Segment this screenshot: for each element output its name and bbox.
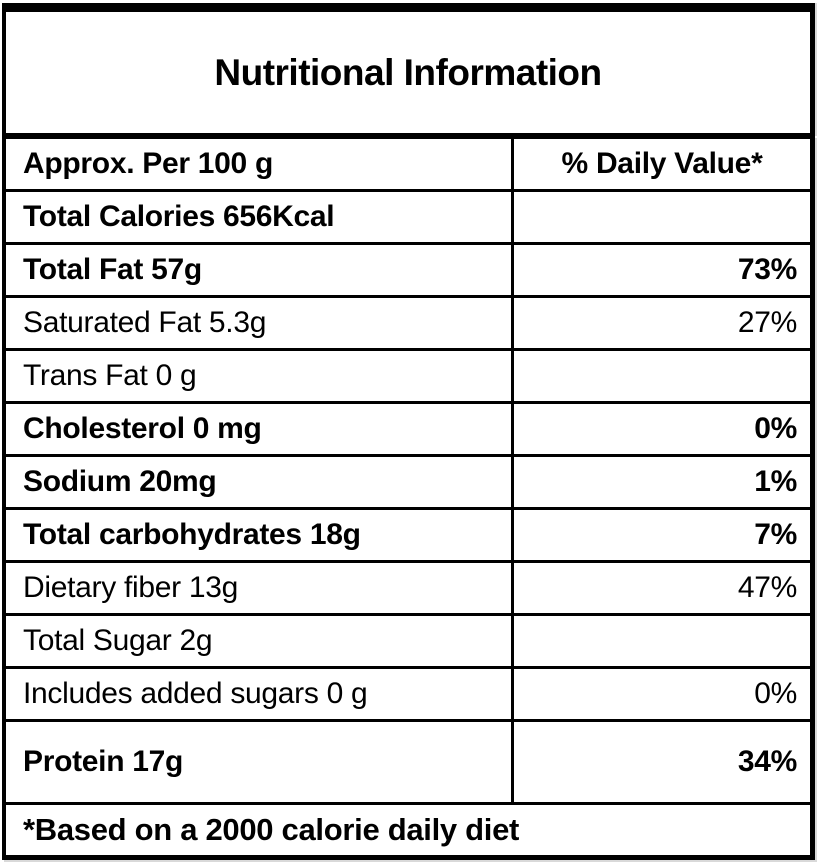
nutrient-label: Total Fat 57g bbox=[6, 245, 514, 295]
daily-value bbox=[514, 351, 810, 401]
row-total-sugar: Total Sugar 2g bbox=[6, 616, 810, 669]
row-total-calories: Total Calories 656Kcal bbox=[6, 192, 810, 245]
nutrient-label: Dietary fiber 13g bbox=[6, 563, 514, 613]
daily-value: 27% bbox=[737, 306, 797, 339]
daily-value: 1% bbox=[754, 465, 797, 498]
nutrient-label: Cholesterol 0 mg bbox=[6, 404, 514, 454]
table-header-row: Approx. Per 100 g % Daily Value* bbox=[6, 139, 810, 192]
row-protein: Protein 17g 34% bbox=[6, 722, 810, 805]
row-dietary-fiber: Dietary fiber 13g 47% bbox=[6, 563, 810, 616]
footnote-text: *Based on a 2000 calorie daily diet bbox=[23, 812, 520, 847]
daily-value bbox=[514, 616, 810, 666]
row-saturated-fat: Saturated Fat 5.3g 27% bbox=[6, 298, 810, 351]
header-serving-size: Approx. Per 100 g bbox=[6, 139, 514, 189]
nutrient-label: Trans Fat 0 g bbox=[6, 351, 514, 401]
row-added-sugars: Includes added sugars 0 g 0% bbox=[6, 669, 810, 722]
nutrient-label: Total Sugar 2g bbox=[6, 616, 514, 666]
row-sodium: Sodium 20mg 1% bbox=[6, 457, 810, 510]
daily-value: 47% bbox=[737, 571, 797, 604]
nutrition-table: Approx. Per 100 g % Daily Value* Total C… bbox=[2, 136, 815, 860]
page-title: Nutritional Information bbox=[214, 51, 602, 93]
footnote-row: *Based on a 2000 calorie daily diet bbox=[6, 805, 810, 855]
nutrient-label: Includes added sugars 0 g bbox=[6, 669, 514, 719]
daily-value: 0% bbox=[754, 412, 797, 445]
nutrient-label: Saturated Fat 5.3g bbox=[6, 298, 514, 348]
nutrient-label: Total Calories 656Kcal bbox=[6, 192, 514, 242]
nutrient-label: Sodium 20mg bbox=[6, 457, 514, 507]
nutrient-label: Protein 17g bbox=[6, 722, 514, 802]
nutrient-label: Total carbohydrates 18g bbox=[6, 510, 514, 560]
row-trans-fat: Trans Fat 0 g bbox=[6, 351, 810, 404]
daily-value bbox=[514, 192, 810, 242]
daily-value: 0% bbox=[754, 677, 797, 710]
row-total-fat: Total Fat 57g 73% bbox=[6, 245, 810, 298]
title-box: Nutritional Information bbox=[2, 3, 815, 136]
row-cholesterol: Cholesterol 0 mg 0% bbox=[6, 404, 810, 457]
row-total-carbohydrates: Total carbohydrates 18g 7% bbox=[6, 510, 810, 563]
daily-value: 34% bbox=[737, 745, 797, 778]
header-daily-value: % Daily Value* bbox=[561, 147, 763, 180]
daily-value: 73% bbox=[737, 253, 797, 286]
daily-value: 7% bbox=[754, 518, 797, 551]
